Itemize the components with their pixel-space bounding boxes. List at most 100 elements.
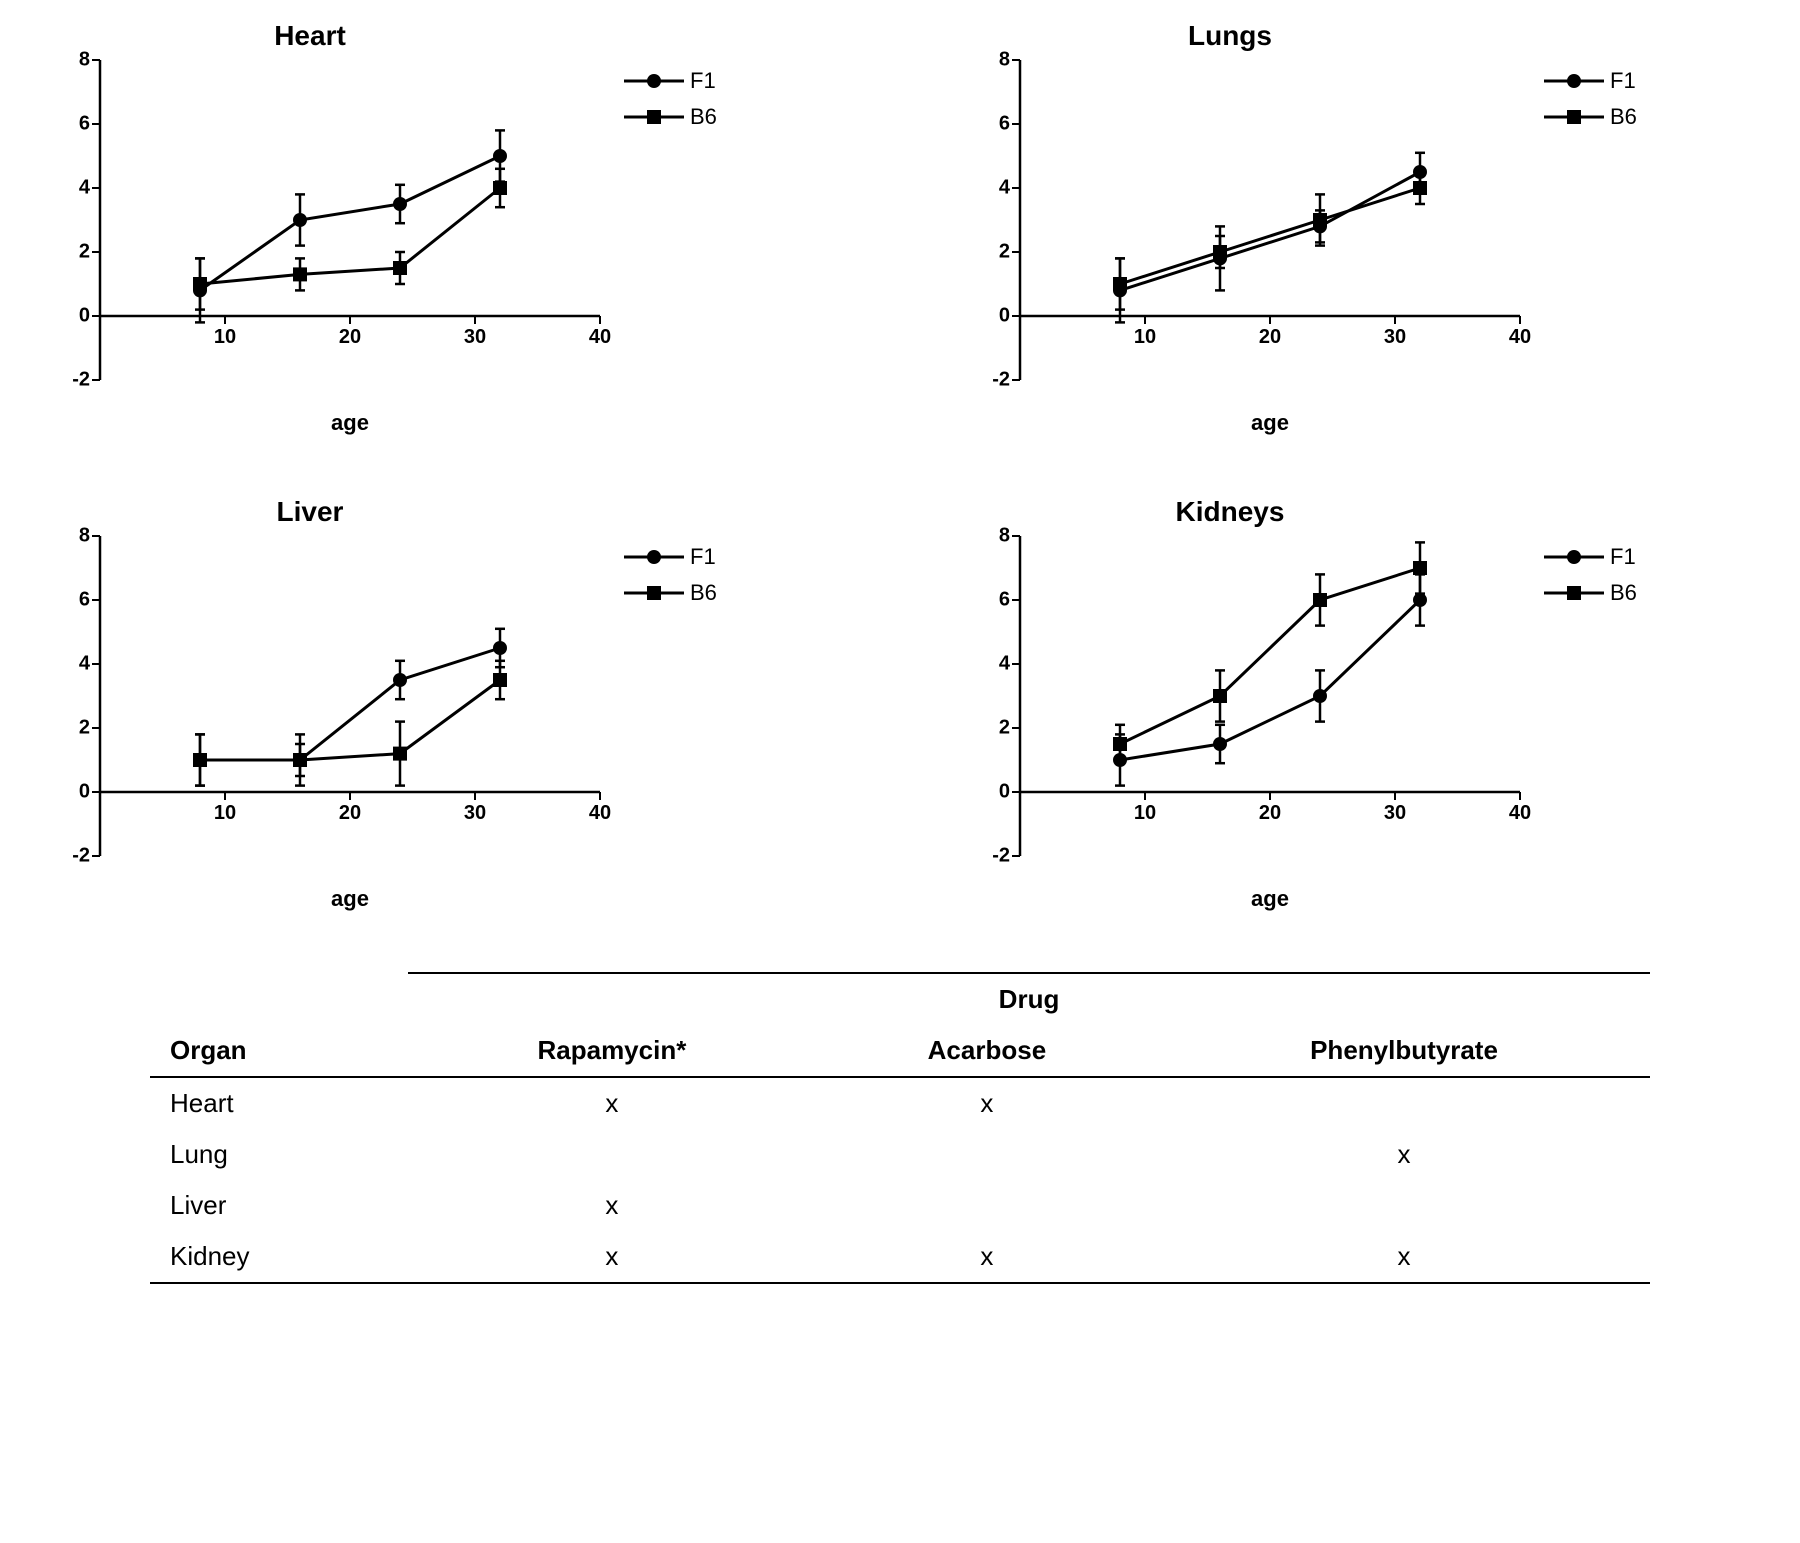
marker-circle bbox=[293, 213, 307, 227]
y-tick bbox=[92, 727, 100, 729]
chart-grid: HeartComposite lesion score-202468102030… bbox=[20, 20, 1780, 912]
x-tick bbox=[349, 316, 351, 324]
marker-square bbox=[293, 267, 307, 281]
table-row: Heartxx bbox=[150, 1077, 1650, 1129]
marker-square bbox=[393, 747, 407, 761]
marker-square bbox=[1113, 277, 1127, 291]
y-tick-label: 2 bbox=[79, 717, 90, 740]
marker-square bbox=[1313, 213, 1327, 227]
legend-item-f1: F1 bbox=[624, 68, 717, 94]
legend-item-f1: F1 bbox=[1544, 544, 1637, 570]
y-tick-label: 0 bbox=[999, 781, 1010, 804]
y-tick bbox=[1012, 599, 1020, 601]
x-tick-label: 10 bbox=[214, 802, 236, 825]
plot-box: -20246810203040 bbox=[100, 60, 600, 380]
series-line-b6 bbox=[1120, 188, 1420, 284]
y-tick bbox=[1012, 855, 1020, 857]
y-tick bbox=[1012, 251, 1020, 253]
y-tick-label: -2 bbox=[992, 369, 1010, 392]
y-tick bbox=[92, 123, 100, 125]
legend-label: F1 bbox=[1610, 544, 1636, 570]
legend-marker-circle-icon bbox=[624, 71, 684, 91]
legend-marker-circle-icon bbox=[624, 547, 684, 567]
y-tick bbox=[92, 663, 100, 665]
drug-organ-table: DrugOrganRapamycin*AcarbosePhenylbutyrat… bbox=[150, 972, 1650, 1284]
legend-item-f1: F1 bbox=[1544, 68, 1637, 94]
y-tick bbox=[92, 791, 100, 793]
marker-circle bbox=[1213, 737, 1227, 751]
y-tick-label: 0 bbox=[999, 305, 1010, 328]
series-line-b6 bbox=[1120, 568, 1420, 744]
marker-square bbox=[1413, 181, 1427, 195]
y-tick bbox=[1012, 727, 1020, 729]
marker-circle bbox=[393, 673, 407, 687]
series-line-b6 bbox=[200, 188, 500, 284]
x-tick bbox=[474, 316, 476, 324]
chart-panel-heart: HeartComposite lesion score-202468102030… bbox=[20, 20, 860, 436]
marker-square bbox=[193, 753, 207, 767]
x-tick bbox=[1144, 316, 1146, 324]
legend-label: B6 bbox=[1610, 580, 1637, 606]
table-mark-cell: x bbox=[1158, 1231, 1650, 1283]
chart-area: LiverComposite lesion score-202468102030… bbox=[20, 496, 600, 912]
x-tick bbox=[1144, 792, 1146, 800]
marker-square bbox=[1313, 593, 1327, 607]
chart-area: KidneysComposite lesion score-2024681020… bbox=[940, 496, 1520, 912]
y-tick-label: 2 bbox=[999, 241, 1010, 264]
y-tick bbox=[92, 251, 100, 253]
chart-title: Liver bbox=[20, 496, 600, 528]
y-tick-label: 2 bbox=[999, 717, 1010, 740]
legend-marker-circle-icon bbox=[1544, 547, 1604, 567]
x-axis-label: age bbox=[100, 410, 600, 436]
x-tick-label: 40 bbox=[589, 326, 611, 349]
x-tick-label: 10 bbox=[1134, 326, 1156, 349]
y-tick bbox=[92, 535, 100, 537]
chart-title: Lungs bbox=[940, 20, 1520, 52]
legend: F1B6 bbox=[624, 544, 717, 616]
x-tick bbox=[599, 316, 601, 324]
x-tick-label: 40 bbox=[1509, 802, 1531, 825]
table-mark-cell bbox=[816, 1129, 1158, 1180]
x-tick bbox=[1269, 316, 1271, 324]
marker-circle bbox=[493, 149, 507, 163]
y-tick-label: 6 bbox=[79, 113, 90, 136]
series-line-f1 bbox=[1120, 172, 1420, 290]
table-mark-cell: x bbox=[408, 1231, 816, 1283]
chart-area: LungsComposite lesion score-202468102030… bbox=[940, 20, 1520, 436]
y-tick bbox=[92, 187, 100, 189]
legend-marker-square-icon bbox=[624, 107, 684, 127]
y-tick-label: 4 bbox=[999, 653, 1010, 676]
legend-item-b6: B6 bbox=[1544, 580, 1637, 606]
y-tick bbox=[1012, 123, 1020, 125]
x-tick bbox=[224, 316, 226, 324]
table-mark-cell: x bbox=[408, 1180, 816, 1231]
table-mark-cell bbox=[408, 1129, 816, 1180]
x-tick-label: 30 bbox=[464, 802, 486, 825]
y-tick bbox=[92, 379, 100, 381]
y-tick-label: 4 bbox=[79, 177, 90, 200]
y-tick-label: 6 bbox=[999, 113, 1010, 136]
x-tick bbox=[1519, 316, 1521, 324]
legend-item-b6: B6 bbox=[624, 104, 717, 130]
chart-title: Kidneys bbox=[940, 496, 1520, 528]
x-tick-label: 10 bbox=[214, 326, 236, 349]
legend-label: F1 bbox=[1610, 68, 1636, 94]
x-tick bbox=[349, 792, 351, 800]
plot-box: -20246810203040 bbox=[100, 536, 600, 856]
x-tick-label: 40 bbox=[589, 802, 611, 825]
x-tick-label: 20 bbox=[1259, 802, 1281, 825]
marker-square bbox=[1113, 737, 1127, 751]
x-tick-label: 20 bbox=[1259, 326, 1281, 349]
table-organ-header: Organ bbox=[150, 1025, 408, 1077]
y-tick bbox=[1012, 59, 1020, 61]
x-tick-label: 10 bbox=[1134, 802, 1156, 825]
x-tick-label: 30 bbox=[1384, 802, 1406, 825]
plot-box: -20246810203040 bbox=[1020, 60, 1520, 380]
x-tick-label: 30 bbox=[1384, 326, 1406, 349]
legend-item-b6: B6 bbox=[1544, 104, 1637, 130]
table-mark-cell bbox=[1158, 1077, 1650, 1129]
table-empty-cell bbox=[150, 973, 408, 1025]
chart-panel-liver: LiverComposite lesion score-202468102030… bbox=[20, 496, 860, 912]
y-tick-label: 0 bbox=[79, 781, 90, 804]
chart-panel-kidneys: KidneysComposite lesion score-2024681020… bbox=[940, 496, 1780, 912]
